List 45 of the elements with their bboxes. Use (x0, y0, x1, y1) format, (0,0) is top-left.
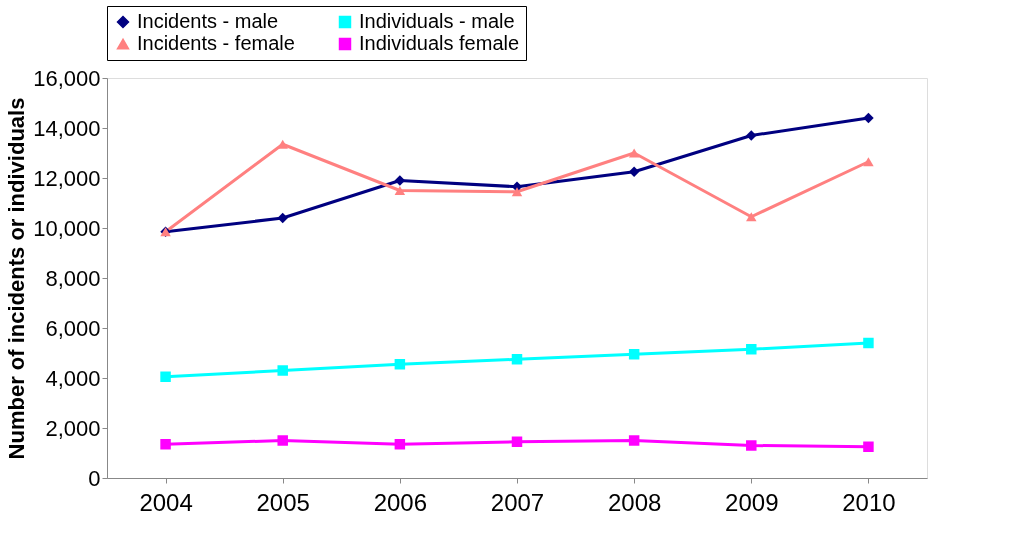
x-tick-label: 2009 (725, 488, 779, 516)
point (628, 166, 640, 177)
legend-label: Individuals - male (359, 10, 515, 32)
x-tick-label: 2004 (139, 488, 193, 516)
y-tick-label: 0 (88, 465, 101, 491)
x-tick-label: 2005 (256, 488, 310, 516)
y-tick-label: 16,000 (33, 65, 101, 91)
point (746, 344, 757, 355)
point (511, 436, 523, 447)
y-tick-label: 12,000 (33, 165, 101, 191)
y-tick-label: 4,000 (45, 365, 101, 391)
point (746, 212, 757, 222)
point (863, 441, 874, 452)
x-tick-label: 2006 (373, 488, 428, 516)
point (628, 349, 640, 360)
legend-label: Individuals female (359, 32, 520, 54)
point (394, 439, 406, 450)
point (863, 157, 874, 167)
y-tick-label: 6,000 (45, 315, 101, 341)
point (511, 187, 523, 197)
point (628, 148, 640, 158)
point (863, 112, 874, 124)
y-tick-label: 10,000 (33, 215, 101, 241)
y-axis-title: Number of incidents or individuals (4, 97, 30, 460)
y-tick-label: 14,000 (33, 115, 101, 141)
point (277, 212, 288, 224)
point (160, 439, 171, 450)
legend-label: Incidents - male (137, 10, 279, 32)
point (746, 440, 757, 451)
point (511, 354, 523, 365)
point (746, 130, 757, 141)
x-tick-label: 2010 (842, 488, 896, 516)
legend-label: Incidents - female (137, 32, 295, 54)
point (394, 359, 406, 370)
x-tick-label: 2008 (607, 488, 662, 516)
point (160, 371, 171, 382)
point (277, 435, 288, 446)
point (277, 365, 288, 376)
point (394, 175, 406, 186)
x-tick-label: 2007 (490, 488, 545, 516)
y-tick-label: 2,000 (45, 415, 101, 441)
y-tick-label: 8,000 (45, 265, 101, 291)
point (628, 435, 640, 446)
point (863, 337, 874, 349)
point (394, 185, 406, 196)
